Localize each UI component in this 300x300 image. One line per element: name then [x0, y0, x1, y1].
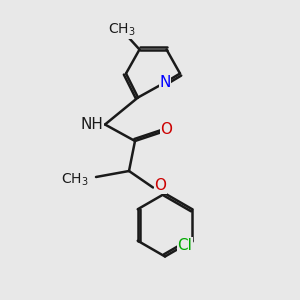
Text: CH$_3$: CH$_3$	[108, 22, 135, 38]
Text: NH: NH	[81, 117, 103, 132]
Text: N: N	[159, 75, 171, 90]
Text: CH$_3$: CH$_3$	[61, 172, 88, 188]
Text: O: O	[160, 122, 172, 136]
Text: O: O	[154, 178, 166, 194]
Text: Cl: Cl	[177, 238, 192, 253]
